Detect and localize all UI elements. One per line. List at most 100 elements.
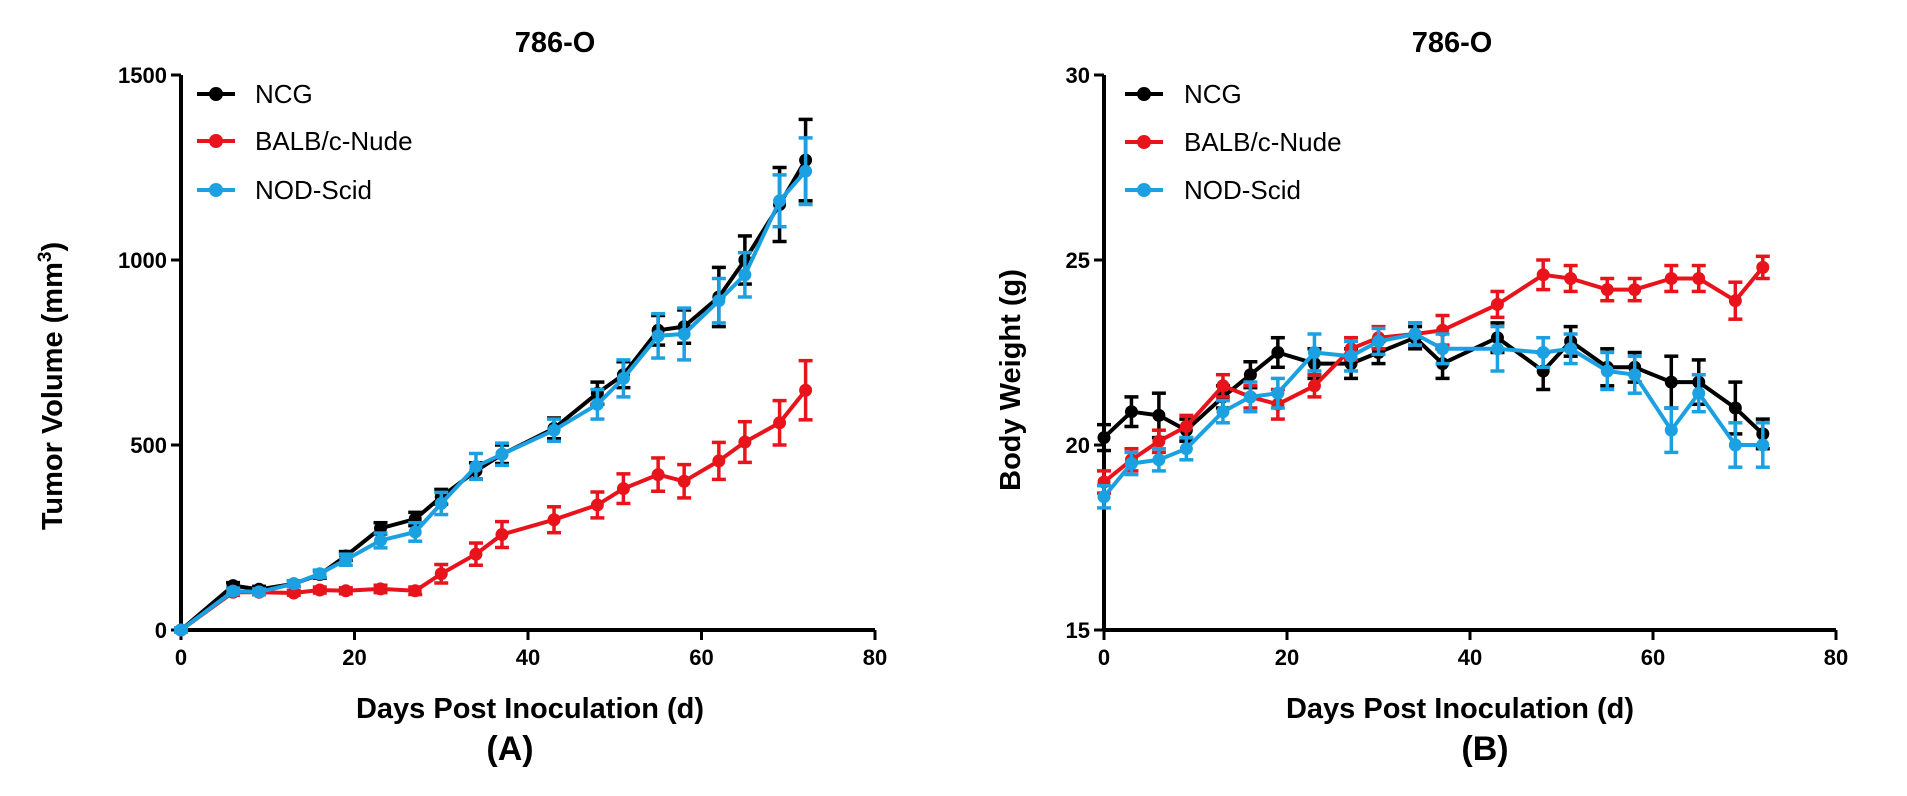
panel-a-axes: 0 20 40 60 80 0 500 1000 1500 bbox=[118, 63, 887, 670]
data-point bbox=[1692, 386, 1706, 400]
panel-b-axes: 0 20 40 60 80 15 20 25 30 bbox=[1066, 63, 1849, 670]
data-point bbox=[1124, 405, 1138, 419]
data-point bbox=[313, 567, 327, 581]
data-point bbox=[434, 496, 448, 510]
panel-b-ylabel: Body Weight (g) bbox=[995, 269, 1027, 491]
data-point bbox=[1664, 423, 1678, 437]
data-point bbox=[1372, 334, 1385, 348]
data-point bbox=[1152, 408, 1166, 422]
data-point bbox=[1271, 386, 1285, 400]
y-tick-label: 500 bbox=[130, 433, 167, 458]
legend-item-ncg: NCG bbox=[197, 79, 313, 109]
data-point bbox=[252, 585, 266, 599]
data-point bbox=[469, 459, 483, 473]
series-line bbox=[1102, 266, 1765, 484]
data-point bbox=[1536, 268, 1550, 282]
panel-a-label: (A) bbox=[486, 730, 533, 768]
data-point bbox=[616, 482, 630, 496]
data-point bbox=[1628, 368, 1642, 382]
data-point bbox=[799, 383, 813, 397]
data-point bbox=[712, 454, 726, 468]
legend-marker bbox=[209, 134, 223, 148]
y-tick-label: 1500 bbox=[118, 63, 167, 88]
data-point bbox=[773, 194, 787, 208]
data-point bbox=[1408, 327, 1422, 341]
data-point bbox=[174, 623, 188, 637]
data-point bbox=[1692, 272, 1706, 285]
legend-marker bbox=[209, 183, 223, 197]
data-point bbox=[1564, 272, 1578, 285]
panel-a-ylabel-main: Tumor Volume (mm bbox=[37, 262, 69, 530]
data-point bbox=[1179, 420, 1193, 433]
panel-b-series bbox=[1097, 254, 1770, 510]
y-tick-label: 20 bbox=[1066, 433, 1090, 458]
x-tick-label: 80 bbox=[863, 645, 887, 670]
panel-a-ylabel-sup: 3 bbox=[35, 252, 56, 263]
data-point bbox=[1097, 431, 1111, 445]
data-point bbox=[1436, 342, 1450, 356]
panel-b: 786-O Days Post Inoculation (d) (B) Body… bbox=[995, 27, 1848, 768]
data-point bbox=[1600, 364, 1614, 378]
x-tick-label: 0 bbox=[175, 645, 187, 670]
data-point bbox=[1564, 342, 1578, 356]
legend-marker bbox=[1137, 135, 1151, 149]
series-balb-c-nude bbox=[174, 358, 813, 637]
x-tick-label: 0 bbox=[1098, 645, 1110, 670]
data-point bbox=[799, 164, 813, 178]
data-point bbox=[287, 577, 301, 591]
data-point bbox=[339, 584, 353, 598]
data-point bbox=[339, 553, 353, 567]
legend-item-balbc-nude: BALB/c-Nude bbox=[1125, 127, 1342, 157]
data-point bbox=[495, 447, 509, 461]
x-tick-label: 40 bbox=[1458, 645, 1482, 670]
series-balb-c-nude bbox=[1097, 254, 1770, 495]
legend-label: NOD-Scid bbox=[1184, 175, 1301, 205]
data-point bbox=[651, 329, 665, 343]
legend-marker bbox=[209, 87, 223, 101]
panel-a-ylabel-end: ) bbox=[37, 242, 69, 252]
data-point bbox=[590, 498, 604, 512]
panel-a: 786-O Days Post Inoculation (d) (A) Tumo… bbox=[35, 27, 887, 768]
panel-a-xlabel: Days Post Inoculation (d) bbox=[356, 693, 704, 725]
panel-a-ylabel: Tumor Volume (mm3) bbox=[35, 242, 69, 530]
y-tick-label: 0 bbox=[155, 618, 167, 643]
panel-a-series bbox=[174, 117, 813, 637]
legend-item-balbc-nude: BALB/c-Nude bbox=[197, 126, 413, 156]
x-tick-label: 80 bbox=[1824, 645, 1848, 670]
panel-a-title: 786-O bbox=[515, 27, 596, 59]
data-point bbox=[1664, 375, 1678, 389]
legend-item-ncg: NCG bbox=[1125, 79, 1242, 109]
data-point bbox=[1344, 349, 1358, 363]
data-point bbox=[1490, 297, 1504, 311]
data-point bbox=[313, 583, 327, 597]
data-point bbox=[1307, 346, 1321, 359]
data-point bbox=[1628, 283, 1642, 297]
data-point bbox=[773, 416, 787, 430]
series-nod-scid bbox=[1097, 321, 1770, 510]
data-point bbox=[287, 586, 301, 600]
data-point bbox=[1243, 368, 1257, 382]
data-point bbox=[1307, 379, 1321, 393]
data-point bbox=[738, 268, 752, 282]
panel-b-label: (B) bbox=[1461, 730, 1508, 768]
data-point bbox=[616, 371, 630, 385]
data-point bbox=[408, 584, 422, 598]
panel-b-legend: NCG BALB/c-Nude NOD-Scid bbox=[1125, 79, 1342, 205]
x-tick-label: 60 bbox=[1641, 645, 1665, 670]
x-tick-label: 20 bbox=[342, 645, 366, 670]
data-point bbox=[1152, 434, 1166, 448]
data-point bbox=[547, 513, 561, 527]
data-point bbox=[1097, 490, 1111, 504]
legend-label: BALB/c-Nude bbox=[1184, 127, 1342, 157]
data-point bbox=[434, 567, 448, 581]
data-point bbox=[374, 533, 388, 547]
series-nod-scid bbox=[174, 136, 813, 637]
data-point bbox=[1152, 453, 1166, 467]
y-tick-label: 25 bbox=[1066, 248, 1090, 273]
data-point bbox=[1179, 442, 1193, 456]
panel-a-legend: NCG BALB/c-Nude NOD-Scid bbox=[197, 79, 413, 205]
data-point bbox=[1216, 405, 1230, 419]
y-tick-label: 15 bbox=[1066, 618, 1090, 643]
